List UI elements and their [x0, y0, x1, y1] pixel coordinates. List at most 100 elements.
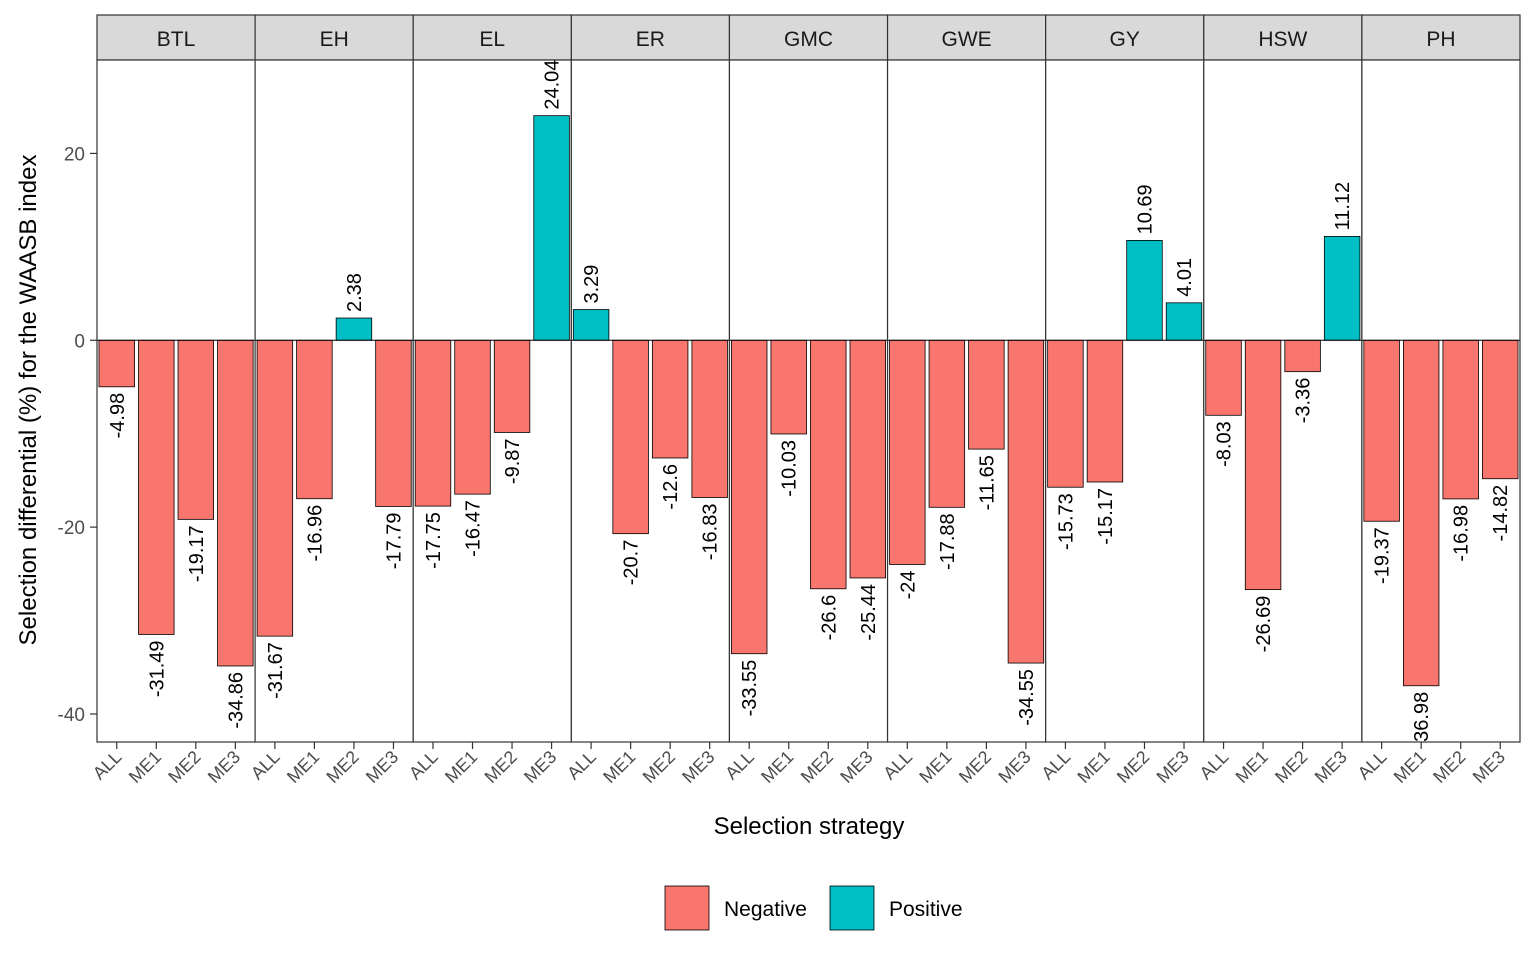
facet-strip [570, 14, 731, 61]
x-tick-label: ME3 [204, 747, 244, 787]
facet-strip [254, 14, 414, 61]
x-tick-label: ME2 [1271, 747, 1311, 787]
data-label: -26.6 [818, 595, 840, 641]
x-tick-label: ME2 [164, 747, 204, 787]
legend-key-positive [829, 885, 875, 931]
bar [1007, 339, 1045, 664]
data-label: 11.12 [1332, 182, 1354, 231]
data-label: -16.96 [304, 505, 326, 562]
x-tick-label: ME3 [1153, 747, 1193, 787]
bar [928, 339, 966, 508]
x-tick-label: ALL [405, 747, 442, 784]
x-tick-label: ALL [721, 747, 758, 784]
x-tick-label: ME1 [125, 747, 165, 787]
bar [1402, 339, 1440, 687]
data-label: 10.69 [1134, 184, 1156, 234]
data-label: -19.17 [186, 525, 208, 582]
facet-panel-gy: GY -15.73 -15.17 10.69 4.01 ALL ME1 ME2 ME3 [1037, 14, 1205, 787]
data-label: -11.65 [976, 455, 998, 510]
bar [1323, 235, 1361, 341]
data-label: -33.55 [739, 660, 761, 717]
x-tick-label: ALL [879, 747, 916, 784]
bar [968, 339, 1005, 450]
panel-data: -17.75 -16.47 -9.87 24.04 [414, 60, 570, 569]
bar [98, 339, 135, 388]
x-tick-label: ALL [1354, 747, 1391, 784]
data-label: -16.47 [463, 500, 485, 557]
bar [1086, 339, 1124, 483]
bar [256, 339, 294, 637]
bar [375, 339, 412, 507]
data-label: -10.03 [779, 440, 801, 497]
bar [454, 339, 491, 495]
data-label: 4.01 [1174, 258, 1196, 297]
x-tick-label: ALL [247, 747, 284, 784]
bar [296, 339, 333, 500]
facet-label: EL [479, 28, 505, 51]
panel-data: -33.55 -10.03 -26.6 -25.44 [731, 339, 886, 717]
legend-label-negative: Negative [724, 898, 807, 921]
facet-strip [96, 14, 256, 61]
y-tick-label: 20 [64, 144, 85, 165]
x-tick-label: ME1 [1390, 747, 1430, 787]
facet-panel-eh: EH -31.67 -16.96 2.38 -17.79 ALL ME1 ME2 ME3 [247, 14, 414, 787]
bar [572, 309, 610, 341]
data-label: -4.98 [107, 393, 129, 439]
facet-panel-gmc: GMC -33.55 -10.03 -26.6 -25.44 ALL ME1 ME2 ME3 [721, 14, 889, 787]
data-label: -12.6 [660, 464, 682, 510]
bar [414, 339, 452, 507]
data-label: -16.98 [1451, 505, 1473, 562]
bar [1244, 339, 1282, 591]
bar [731, 339, 768, 655]
x-tick-label: ME1 [599, 747, 639, 787]
data-label: -31.67 [265, 642, 287, 699]
facet-label: EH [320, 28, 349, 51]
facet-strip [412, 14, 572, 61]
bar [533, 115, 570, 341]
bar [1165, 302, 1203, 341]
legend-key-negative [664, 885, 710, 931]
facet-panel-hsw: HSW -8.03 -26.69 -3.36 11.12 ALL ME1 ME2 ME3 [1196, 14, 1363, 787]
data-label: -15.17 [1095, 488, 1117, 545]
x-tick-label: ME3 [994, 747, 1034, 787]
facet-panel-ph: PH -19.37 -36.98 -16.98 -14.82 ALL ME1 ME2 ME3 [1354, 14, 1521, 787]
facet-panel-er: ER 3.29 -20.7 -12.6 -16.83 ALL ME1 ME2 ME3 [563, 14, 731, 787]
bar [1442, 339, 1479, 500]
x-tick-label: ME2 [1429, 747, 1469, 787]
x-tick-label: ME1 [915, 747, 955, 787]
bar [889, 339, 926, 565]
panel-data: -31.67 -16.96 2.38 -17.79 [256, 273, 412, 699]
data-label: 24.04 [542, 60, 564, 110]
bar [335, 317, 373, 341]
bar [1126, 240, 1163, 341]
facet-label: GY [1110, 28, 1140, 51]
x-tick-label: ME1 [1073, 747, 1113, 787]
panel-border [1361, 59, 1521, 743]
bar [691, 339, 728, 498]
data-label: -34.55 [1016, 669, 1038, 726]
x-tick-label: ME1 [1232, 747, 1272, 787]
data-label: -34.86 [225, 672, 247, 729]
bar [849, 339, 886, 579]
data-label: -19.37 [1372, 527, 1394, 584]
data-label: -20.7 [621, 540, 643, 586]
data-label: -14.82 [1490, 485, 1512, 542]
x-tick-label: ME3 [520, 747, 560, 787]
y-tick-label: 0 [74, 331, 85, 352]
facet-label: GMC [784, 28, 833, 51]
axis-layer: Selection differential (%) for the WAASB… [15, 144, 904, 840]
panel-data: -15.73 -15.17 10.69 4.01 [1047, 184, 1203, 550]
bar [217, 339, 254, 667]
data-label: -8.03 [1214, 421, 1236, 467]
facet-panel-el: EL -17.75 -16.47 -9.87 24.04 ALL ME1 ME2 ME3 [405, 14, 572, 787]
panel-data: -4.98 -31.49 -19.17 -34.86 [98, 339, 254, 729]
x-tick-label: ME1 [441, 747, 481, 787]
data-label: -9.87 [502, 438, 524, 484]
bar [770, 339, 807, 435]
bar [810, 339, 847, 590]
data-label: -15.73 [1055, 493, 1077, 550]
panel-data: 3.29 -20.7 -12.6 -16.83 [572, 265, 728, 586]
data-label: -36.98 [1411, 692, 1433, 749]
facet-label: BTL [157, 28, 196, 51]
